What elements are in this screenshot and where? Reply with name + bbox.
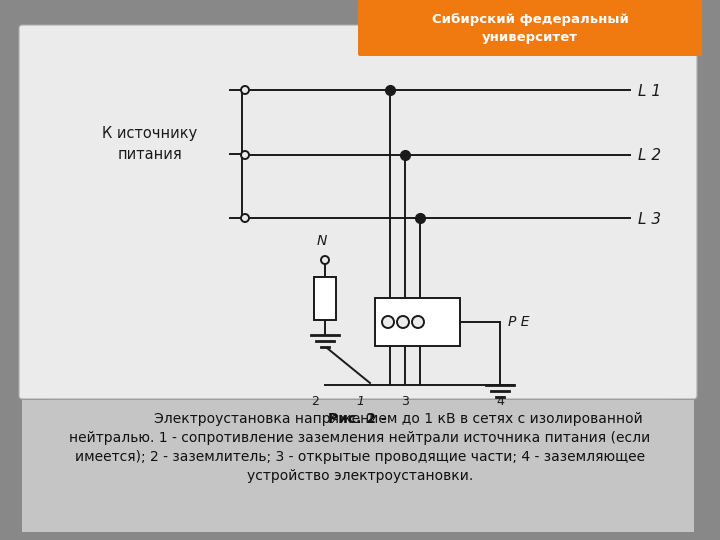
Text: 2: 2 bbox=[311, 395, 319, 408]
Text: N: N bbox=[317, 234, 327, 248]
Text: устройство электроустановки.: устройство электроустановки. bbox=[247, 469, 473, 483]
FancyBboxPatch shape bbox=[358, 0, 702, 56]
Text: Рис. 2 -: Рис. 2 - bbox=[328, 412, 392, 426]
Circle shape bbox=[382, 316, 394, 328]
Text: нейтралью. 1 - сопротивление заземления нейтрали источника питания (если: нейтралью. 1 - сопротивление заземления … bbox=[69, 431, 651, 445]
Text: 1: 1 bbox=[356, 395, 364, 408]
Bar bbox=[314, 277, 336, 320]
Text: Электроустановка напряжением до 1 кВ в сетях с изолированной: Электроустановка напряжением до 1 кВ в с… bbox=[153, 412, 642, 426]
Circle shape bbox=[241, 151, 249, 159]
Text: Сибирский федеральный
университет: Сибирский федеральный университет bbox=[431, 12, 629, 44]
Text: имеется); 2 - заземлитель; 3 - открытые проводящие части; 4 - заземляющее: имеется); 2 - заземлитель; 3 - открытые … bbox=[75, 450, 645, 464]
Text: L 1: L 1 bbox=[638, 84, 661, 98]
Text: 3: 3 bbox=[401, 395, 409, 408]
Bar bbox=[375, 298, 460, 346]
Circle shape bbox=[241, 86, 249, 94]
Text: L 3: L 3 bbox=[638, 212, 661, 226]
Circle shape bbox=[397, 316, 409, 328]
FancyBboxPatch shape bbox=[19, 25, 697, 399]
Text: К источнику
питания: К источнику питания bbox=[102, 126, 197, 162]
Text: P E: P E bbox=[508, 315, 529, 329]
Circle shape bbox=[321, 256, 329, 264]
Bar bbox=[50, 50, 670, 490]
Bar bbox=[22, 400, 694, 532]
Text: 4: 4 bbox=[496, 395, 504, 408]
Circle shape bbox=[412, 316, 424, 328]
Text: L 2: L 2 bbox=[638, 148, 661, 164]
Circle shape bbox=[241, 214, 249, 222]
